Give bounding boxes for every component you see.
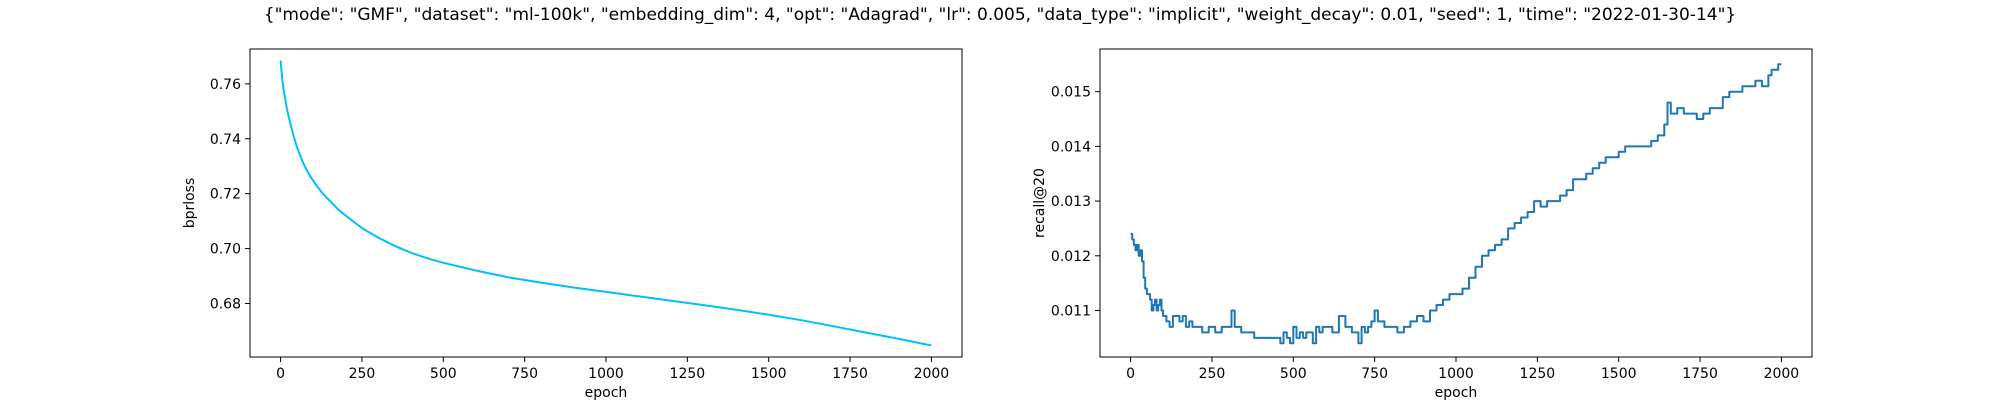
axes-frame — [249, 48, 963, 358]
x-tick-label: 1000 — [1438, 366, 1474, 382]
x-tick-label: 1500 — [751, 366, 787, 382]
x-tick-label: 1000 — [588, 366, 624, 382]
x-tick-label: 750 — [1361, 366, 1388, 382]
y-tick-label: 0.72 — [210, 187, 241, 203]
y-tick-label: 0.70 — [210, 242, 241, 258]
x-tick-label: 0 — [1126, 366, 1135, 382]
x-tick-label: 1500 — [1601, 366, 1637, 382]
chart-2: 0 250 500 750 1000 1250 1500 1750 2000 0.011 0.012… — [1032, 48, 1813, 400]
x-tick-label: 250 — [1199, 366, 1226, 382]
y-tick-label: 0.015 — [1051, 85, 1091, 101]
axes-frame — [1099, 48, 1813, 358]
y-tick-label: 0.013 — [1051, 194, 1091, 210]
x-tick-label: 1250 — [1520, 366, 1556, 382]
x-tick-label: 1250 — [670, 366, 706, 382]
x-tick-label: 750 — [511, 366, 538, 382]
x-axis-label: epoch — [585, 385, 628, 400]
x-tick-label: 1750 — [832, 366, 868, 382]
series-line-1 — [279, 60, 932, 347]
y-tick-label: 0.014 — [1051, 139, 1091, 155]
x-tick-label: 2000 — [1764, 366, 1800, 382]
x-tick-label: 250 — [349, 366, 376, 382]
x-tick-label: 0 — [276, 366, 285, 382]
y-tick-label: 0.74 — [210, 132, 241, 148]
y-axis-label: recall@20 — [1032, 168, 1048, 238]
x-tick-label: 2000 — [914, 366, 950, 382]
figure-title: {"mode": "GMF", "dataset": "ml-100k", "e… — [263, 5, 1737, 25]
x-tick-label: 500 — [430, 366, 457, 382]
x-tick-label: 1750 — [1682, 366, 1718, 382]
x-axis-label: epoch — [1435, 385, 1478, 400]
y-tick-label: 0.76 — [210, 77, 241, 93]
chart-1: 0 250 500 750 1000 1250 1500 1750 2000 0.68 0.70 0.… — [182, 48, 963, 400]
y-tick-label: 0.012 — [1051, 249, 1091, 265]
x-tick-label: 500 — [1280, 366, 1307, 382]
y-axis-label: bprloss — [182, 178, 198, 229]
y-tick-label: 0.011 — [1051, 303, 1091, 319]
series-line-1 — [1130, 63, 1782, 345]
y-tick-label: 0.68 — [210, 296, 241, 312]
